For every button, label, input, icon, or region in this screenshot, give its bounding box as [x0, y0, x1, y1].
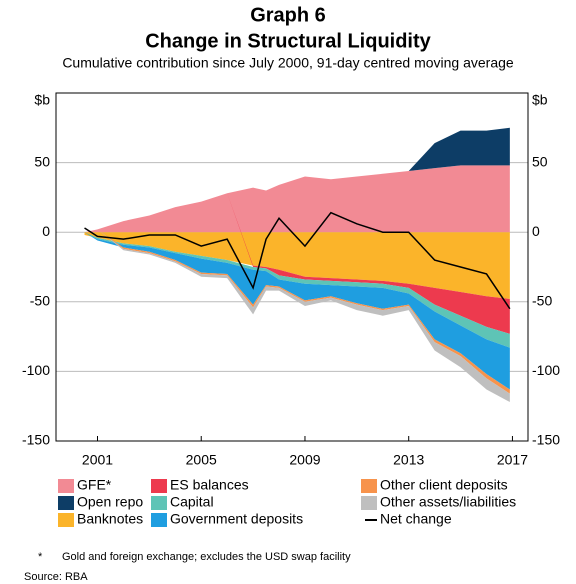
- chart-title: Graph 6: [250, 4, 326, 26]
- y-tick-label: -100: [22, 362, 50, 378]
- y-tick-label: 50: [34, 153, 50, 169]
- y-tick-label: -150: [22, 432, 50, 448]
- x-tick-label: 2009: [289, 452, 320, 468]
- legend-label: Other assets/liabilities: [380, 494, 516, 510]
- y-tick-label: -50: [30, 293, 50, 309]
- legend-swatch: [58, 479, 74, 493]
- legend-label: GFE*: [77, 477, 112, 493]
- legend-swatch: [361, 496, 377, 510]
- legend-label: Banknotes: [77, 511, 143, 527]
- legend-swatch: [58, 513, 74, 527]
- x-tick-label: 2013: [393, 452, 424, 468]
- legend-label: Open repo: [77, 494, 143, 510]
- legend-swatch: [151, 479, 167, 493]
- y-tick-label: 0: [42, 223, 50, 239]
- area: [84, 232, 510, 348]
- legend-swatch: [151, 496, 167, 510]
- area: [84, 232, 510, 300]
- y-tick-label: -150: [532, 432, 560, 448]
- area: [84, 232, 510, 390]
- legend-label: Government deposits: [170, 511, 303, 527]
- legend-swatch: [58, 496, 74, 510]
- y-tick-label: -50: [532, 293, 552, 309]
- legend-label: Net change: [380, 511, 452, 527]
- y-tick-label: 50: [532, 153, 548, 169]
- area: [84, 127, 510, 233]
- y-tick-label: -100: [532, 362, 560, 378]
- line: [84, 211, 511, 310]
- chart-description: Cumulative contribution since July 2000,…: [62, 55, 514, 71]
- legend-swatch: [361, 479, 377, 493]
- y-unit: $b: [532, 92, 548, 108]
- y-unit: $b: [34, 92, 50, 108]
- y-tick-label: 0: [532, 223, 540, 239]
- legend-label: Other client deposits: [380, 477, 508, 493]
- x-tick-label: 2005: [186, 452, 217, 468]
- footnote-marker: *: [38, 551, 43, 563]
- area: [84, 165, 510, 233]
- x-tick-label: 2017: [497, 452, 528, 468]
- legend-swatch: [151, 513, 167, 527]
- legend-label: Capital: [170, 494, 214, 510]
- source: Source: RBA: [24, 571, 88, 583]
- x-tick-label: 2001: [82, 452, 113, 468]
- areas: [84, 127, 510, 403]
- plot-frame: [55, 92, 529, 442]
- chart-subtitle: Change in Structural Liquidity: [145, 30, 431, 52]
- legend-label: ES balances: [170, 477, 249, 493]
- footnote: Gold and foreign exchange; excludes the …: [62, 551, 351, 563]
